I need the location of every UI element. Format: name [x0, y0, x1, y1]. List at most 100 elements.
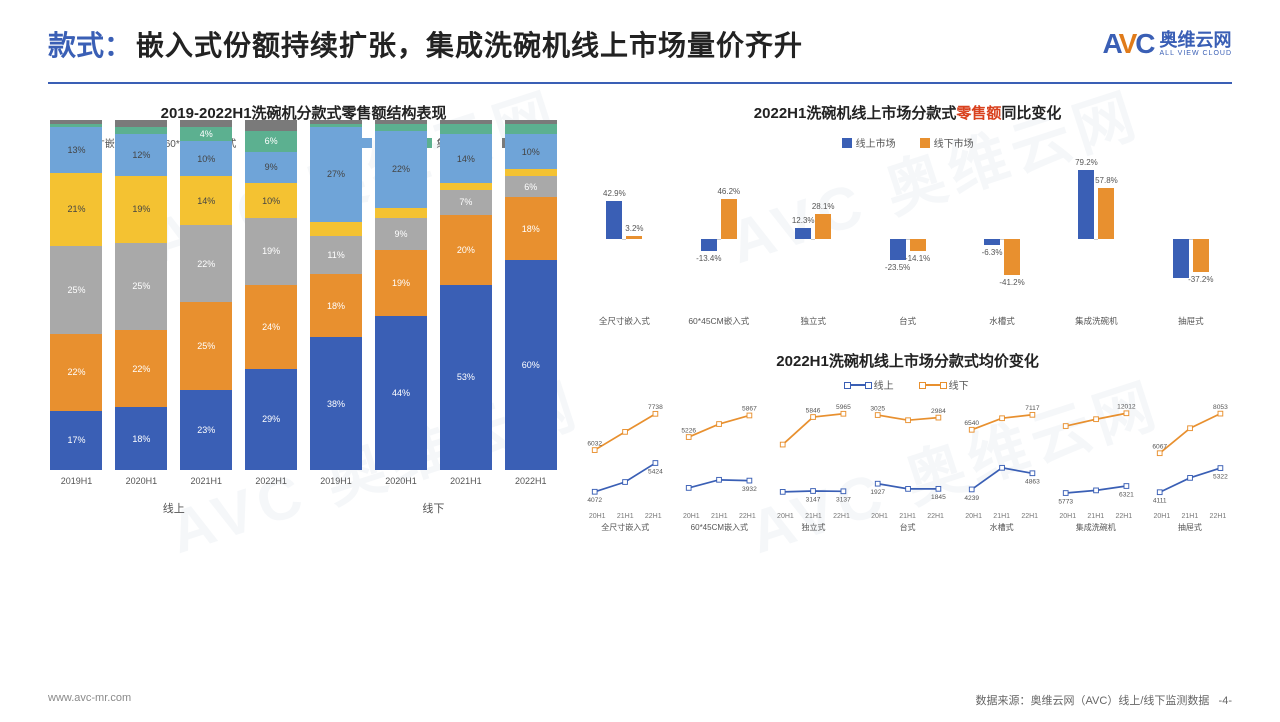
avc-logo: AVC 奥维云网 ALL VIEW CLOUD — [1102, 28, 1232, 60]
bar-segment: 6% — [245, 131, 297, 152]
bar-segment: 12% — [115, 134, 167, 176]
mini-line-chart: 65407117 42394863 20H121H122H1 水槽式 — [960, 398, 1044, 548]
svg-text:5773: 5773 — [1058, 498, 1073, 505]
bar-segment: 6% — [505, 176, 557, 197]
gbar: -6.3% — [984, 239, 1000, 245]
footer-source: 数据来源：奥维云网（AVC）线上/线下监测数据 — [976, 695, 1210, 707]
bar-segment: 44% — [375, 316, 427, 470]
legend-item: 线下 — [922, 377, 969, 392]
svg-text:6321: 6321 — [1119, 491, 1134, 498]
mini-cat-label: 抽屉式 — [1148, 522, 1232, 533]
logo-cn: 奥维云网 — [1160, 31, 1232, 50]
gbar-cat-label: 抽屉式 — [1155, 315, 1227, 327]
mini-line-chart: 30252984 19271845 20H121H122H1 台式 — [866, 398, 950, 548]
x-label: 2022H1 — [515, 476, 547, 486]
stack-column: 60%18%6%10% — [505, 120, 557, 470]
gbar: 28.1% — [815, 214, 831, 239]
stack-column: 23%25%22%14%10%4% — [180, 120, 232, 470]
bar-segment: 7% — [440, 190, 492, 215]
mini-line-chart: 60678053 41115322 20H121H122H1 抽屉式 — [1148, 398, 1232, 548]
mini-line-chart: 52265867 3932 20H121H122H1 60*45CM嵌入式 — [677, 398, 761, 548]
gbar-category: -13.4%46.2%60*45CM嵌入式 — [678, 169, 760, 327]
rb-title-pre: 2022H1洗碗机线上市场分款式 — [776, 353, 979, 370]
bar-segment: 60% — [505, 260, 557, 470]
gbar-category: -37.2%抽屉式 — [1150, 169, 1232, 327]
x-label: 2022H1 — [255, 476, 287, 486]
rb-title-red: 均价 — [979, 353, 1009, 370]
bar-segment: 18% — [310, 274, 362, 337]
bar-segment: 53% — [440, 285, 492, 471]
mini-cat-label: 独立式 — [771, 522, 855, 533]
mini-xtick: 20H1 — [965, 513, 982, 520]
svg-text:5846: 5846 — [806, 407, 821, 414]
mini-xtick: 20H1 — [683, 513, 700, 520]
mini-line-chart: 58465965 31473137 20H121H122H1 独立式 — [771, 398, 855, 548]
svg-text:12012: 12012 — [1117, 404, 1136, 411]
gbar-value-label: 42.9% — [594, 189, 634, 198]
bar-segment: 9% — [375, 218, 427, 250]
svg-text:8053: 8053 — [1213, 404, 1228, 411]
svg-text:1845: 1845 — [931, 494, 946, 501]
svg-text:6032: 6032 — [588, 440, 603, 447]
mini-xtick: 20H1 — [589, 513, 606, 520]
svg-text:3932: 3932 — [742, 486, 757, 493]
mini-xtick: 22H1 — [833, 513, 850, 520]
mini-cat-label: 集成洗碗机 — [1054, 522, 1138, 533]
gbar-value-label: 79.2% — [1066, 158, 1106, 167]
svg-text:4863: 4863 — [1025, 479, 1040, 486]
gbar-cat-label: 60*45CM嵌入式 — [683, 315, 755, 327]
svg-text:5867: 5867 — [742, 406, 757, 413]
bar-segment: 10% — [180, 141, 232, 176]
right-bottom-title: 2022H1洗碗机线上市场分款式均价变化 — [583, 350, 1232, 371]
title-main: 嵌入式份额持续扩张，集成洗碗机线上市场量价齐升 — [136, 24, 803, 64]
gbar-category: 12.3%28.1%独立式 — [772, 169, 854, 327]
gbar: 3.2% — [626, 236, 642, 239]
group-label: 线下 — [308, 500, 560, 516]
svg-text:7738: 7738 — [648, 404, 663, 411]
bar-segment — [440, 183, 492, 190]
svg-text:5226: 5226 — [682, 427, 697, 434]
rt-title-red: 零售额 — [956, 105, 1001, 122]
gbar-value-label: 3.2% — [614, 224, 654, 233]
gbar-value-label: -23.5% — [878, 263, 918, 272]
bar-segment: 11% — [310, 236, 362, 275]
gbar: 42.9% — [606, 201, 622, 239]
gbar: -13.4% — [701, 239, 717, 251]
bar-segment: 22% — [50, 334, 102, 411]
legend-item: 线上 — [847, 377, 894, 392]
gbar-cat-label: 水槽式 — [966, 315, 1038, 327]
bar-segment: 27% — [310, 127, 362, 222]
mini-cat-label: 水槽式 — [960, 522, 1044, 533]
bar-segment — [115, 120, 167, 127]
bar-segment: 23% — [180, 390, 232, 471]
title-prefix: 款式： — [48, 24, 132, 64]
bar-segment: 13% — [50, 127, 102, 173]
bar-segment: 22% — [180, 225, 232, 302]
legend-item: 线下市场 — [920, 135, 974, 150]
bar-segment: 22% — [375, 131, 427, 208]
stack-column: 29%24%19%10%9%6% — [245, 120, 297, 470]
legend-item: 线上市场 — [842, 135, 896, 150]
gbar-category: 79.2%57.8%集成洗碗机 — [1055, 169, 1137, 327]
bar-segment: 29% — [245, 369, 297, 471]
mini-xtick: 21H1 — [617, 513, 634, 520]
bar-segment: 9% — [245, 152, 297, 184]
mini-xtick: 20H1 — [777, 513, 794, 520]
gbar: -41.2% — [1004, 239, 1020, 275]
footer-page: -4- — [1219, 695, 1232, 707]
mini-xtick: 21H1 — [805, 513, 822, 520]
x-label: 2019H1 — [320, 476, 352, 486]
right-bottom-legend: 线上 线下 — [583, 377, 1232, 392]
bar-segment: 25% — [115, 243, 167, 331]
gbar-value-label: 57.8% — [1086, 176, 1126, 185]
mini-cat-label: 台式 — [866, 522, 950, 533]
mini-xtick: 21H1 — [993, 513, 1010, 520]
gbar-value-label: -14.1% — [898, 254, 938, 263]
bar-segment: 25% — [50, 246, 102, 334]
mini-cat-label: 全尺寸嵌入式 — [583, 522, 667, 533]
header-rule — [48, 82, 1232, 84]
gbar: 57.8% — [1098, 188, 1114, 239]
gbar-value-label: -13.4% — [689, 254, 729, 263]
bar-segment: 18% — [505, 197, 557, 260]
svg-text:1927: 1927 — [870, 489, 885, 496]
